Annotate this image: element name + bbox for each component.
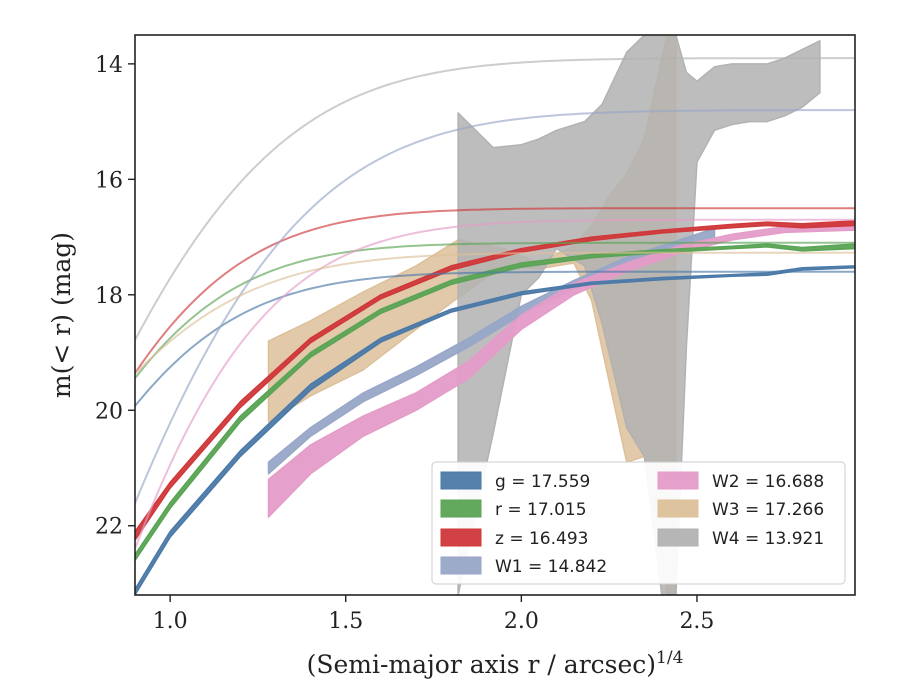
x-axis-label: (Semi-major axis r / arcsec)1/4 [307,648,684,679]
model-curve-z [135,207,855,374]
legend-label-g: g = 17.559 [495,472,590,492]
band-W2 [267,221,855,518]
legend-label-W1: W1 = 14.842 [495,557,607,577]
model-curve-g [135,270,855,407]
model-curves [135,57,855,550]
model-curve-W1 [135,109,855,504]
x-tick-label: 2.0 [504,609,539,634]
legend-swatch-W1 [440,556,482,575]
model-curve-W4 [135,57,855,341]
x-axis-label-text: (Semi-major axis r / arcsec) [307,650,656,679]
data-bands [135,35,855,595]
legend-label-W4: W4 = 13.921 [712,529,824,549]
legend: g = 17.559 r = 17.015 z = 16.493 W1 = 14.84… [431,461,846,585]
y-tick-label: 20 [95,399,123,424]
y-tick-label: 18 [95,284,123,309]
legend-swatch-W2 [657,471,699,490]
band-r [135,243,855,562]
legend-swatch-W4 [657,528,699,547]
band-g [135,265,855,595]
band-W4 [457,35,821,595]
legend-label-W2: W2 = 16.688 [712,472,824,492]
x-axis-ticks: 1.0 1.5 2.0 2.5 [153,595,714,634]
y-axis-label: m(< r) (mag) [47,232,76,398]
legend-label-z: z = 16.493 [495,529,588,549]
x-axis-label-superscript: 1/4 [656,648,683,668]
legend-box [431,461,846,585]
model-curve-W3 [135,251,855,375]
x-tick-label: 2.5 [679,609,714,634]
plot-frame [134,34,856,596]
legend-swatch-W3 [657,499,699,518]
legend-swatch-g [440,471,482,490]
y-tick-label: 14 [95,53,123,78]
x-tick-label: 1.5 [328,609,363,634]
x-tick-label: 1.0 [153,609,188,634]
legend-swatch-z [440,528,482,547]
legend-swatch-r [440,499,482,518]
band-W1 [267,227,716,475]
y-tick-label: 22 [95,515,123,540]
band-z [135,220,855,541]
model-curve-r [135,241,855,379]
y-axis-ticks: 14 16 18 20 22 [95,53,135,540]
model-curve-W2 [135,218,855,550]
legend-label-W3: W3 = 17.266 [712,500,824,520]
legend-label-r: r = 17.015 [495,500,587,520]
y-tick-label: 16 [95,168,123,193]
